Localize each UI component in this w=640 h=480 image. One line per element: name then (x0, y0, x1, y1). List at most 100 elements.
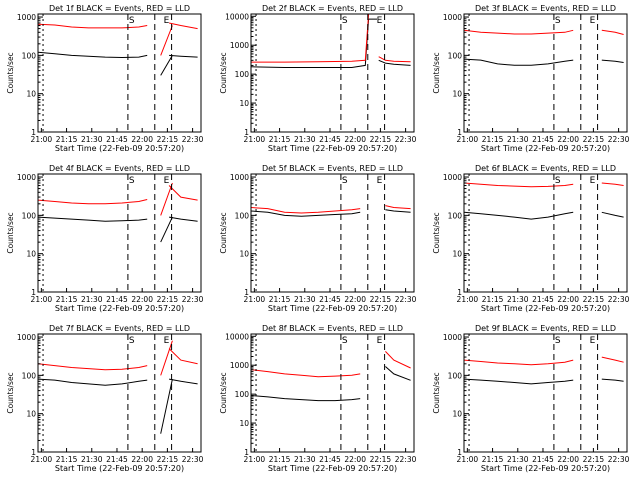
events-line-segment-1 (38, 378, 148, 386)
x-tick-label: 21:00 (244, 295, 266, 304)
y-tick-label: 100 (22, 51, 37, 60)
x-tick-label: 22:15 (157, 455, 179, 464)
x-tick-label: 21:30 (507, 135, 529, 144)
lld-line-segment-1 (38, 199, 148, 205)
y-tick-label: 1 (457, 448, 462, 457)
y-tick-label: 10 (452, 410, 462, 419)
x-tick-label: 21:45 (532, 295, 554, 304)
x-tick-label: 22:15 (583, 135, 605, 144)
y-tick-label: 1 (457, 288, 462, 297)
marker-S: S (342, 16, 348, 26)
y-tick-label: 1000 (230, 173, 249, 182)
x-tick-label: 21:15 (56, 135, 78, 144)
axes-box (37, 333, 202, 453)
y-tick-label: 100 (235, 211, 250, 220)
events-line-segment-1 (38, 216, 148, 222)
marker-E: E (164, 176, 170, 186)
events-line-segment-1 (251, 395, 361, 402)
panel-title: Det 5f BLACK = Events, RED = LLD (262, 164, 403, 173)
x-axis-label: Start Time (22-Feb-09 20:57:20) (55, 144, 184, 153)
axes-box (37, 173, 202, 293)
y-tick-label: 10 (26, 250, 36, 259)
lld-line-segment-2 (385, 351, 411, 369)
y-tick-label: 100 (235, 70, 250, 79)
lld-line-segment-1 (251, 14, 377, 63)
x-tick-label: 21:45 (106, 455, 128, 464)
x-tick-label: 22:00 (131, 135, 153, 144)
x-axis-label: Start Time (22-Feb-09 20:57:20) (268, 304, 397, 313)
panel-title: Det 2f BLACK = Events, RED = LLD (262, 4, 403, 13)
lld-line-segment-2 (378, 56, 411, 63)
x-axis-label: Start Time (22-Feb-09 20:57:20) (481, 464, 610, 473)
y-axis-label: Counts/sec (6, 52, 15, 93)
plot-area (464, 29, 624, 66)
lld-line-segment-3 (168, 22, 198, 30)
x-tick-label: 21:15 (482, 455, 504, 464)
x-tick-label: 22:15 (157, 295, 179, 304)
x-tick-label: 21:30 (294, 135, 316, 144)
x-axis-label: Start Time (22-Feb-09 20:57:20) (481, 144, 610, 153)
plot-area (38, 182, 198, 243)
y-tick-label: 10 (239, 99, 249, 108)
x-tick-label: 22:30 (608, 295, 630, 304)
marker-E: E (164, 336, 170, 346)
events-line-segment-2 (601, 59, 624, 63)
y-tick-label: 10 (452, 90, 462, 99)
x-tick-label: 22:00 (557, 455, 579, 464)
plot-area (251, 14, 411, 68)
marker-E: E (590, 336, 596, 346)
marker-E: E (377, 16, 383, 26)
x-tick-label: 22:00 (344, 455, 366, 464)
y-tick-label: 1000 (230, 361, 249, 370)
marker-S: S (555, 336, 561, 346)
marker-S: S (555, 16, 561, 26)
marker-E: E (377, 336, 383, 346)
lld-line-segment-2 (160, 25, 173, 56)
y-tick-label: 10 (452, 250, 462, 259)
lld-line-segment-1 (251, 207, 361, 214)
x-tick-label: 22:00 (557, 135, 579, 144)
y-axis-label: Counts/sec (432, 372, 441, 413)
x-tick-label: 21:45 (532, 455, 554, 464)
panel-title: Det 1f BLACK = Events, RED = LLD (49, 4, 190, 13)
y-tick-label: 1000 (230, 41, 249, 50)
y-axis-label: Counts/sec (432, 212, 441, 253)
x-tick-label: 21:00 (31, 455, 53, 464)
x-tick-label: 21:15 (56, 455, 78, 464)
lld-line-segment-2 (160, 340, 173, 376)
y-tick-label: 1000 (443, 173, 462, 182)
events-line-segment-3 (169, 378, 198, 385)
x-tick-label: 21:30 (81, 135, 103, 144)
x-tick-label: 22:15 (370, 455, 392, 464)
x-tick-label: 21:45 (532, 135, 554, 144)
plot-area (464, 182, 624, 220)
lld-line-segment-3 (168, 185, 198, 201)
marker-S: S (342, 176, 348, 186)
x-tick-label: 21:00 (457, 295, 479, 304)
x-tick-label: 22:30 (608, 135, 630, 144)
y-tick-label: 1000 (17, 13, 36, 22)
panel-title: Det 8f BLACK = Events, RED = LLD (262, 324, 403, 333)
y-axis-label: Counts/sec (219, 372, 228, 413)
lld-line-segment-1 (464, 29, 574, 35)
x-tick-label: 21:00 (457, 455, 479, 464)
lld-line-segment-2 (385, 205, 411, 210)
plot-area (464, 356, 624, 385)
y-tick-label: 1 (31, 448, 36, 457)
axes-box (463, 333, 628, 453)
x-tick-label: 22:00 (131, 455, 153, 464)
plot-area (251, 205, 411, 217)
x-tick-label: 21:45 (106, 135, 128, 144)
y-tick-label: 1 (31, 128, 36, 137)
y-tick-label: 1 (244, 448, 249, 457)
x-tick-label: 21:15 (482, 295, 504, 304)
x-tick-label: 21:15 (269, 295, 291, 304)
axes-box (463, 173, 628, 293)
plot-area (251, 351, 411, 402)
y-tick-label: 10000 (225, 332, 249, 341)
